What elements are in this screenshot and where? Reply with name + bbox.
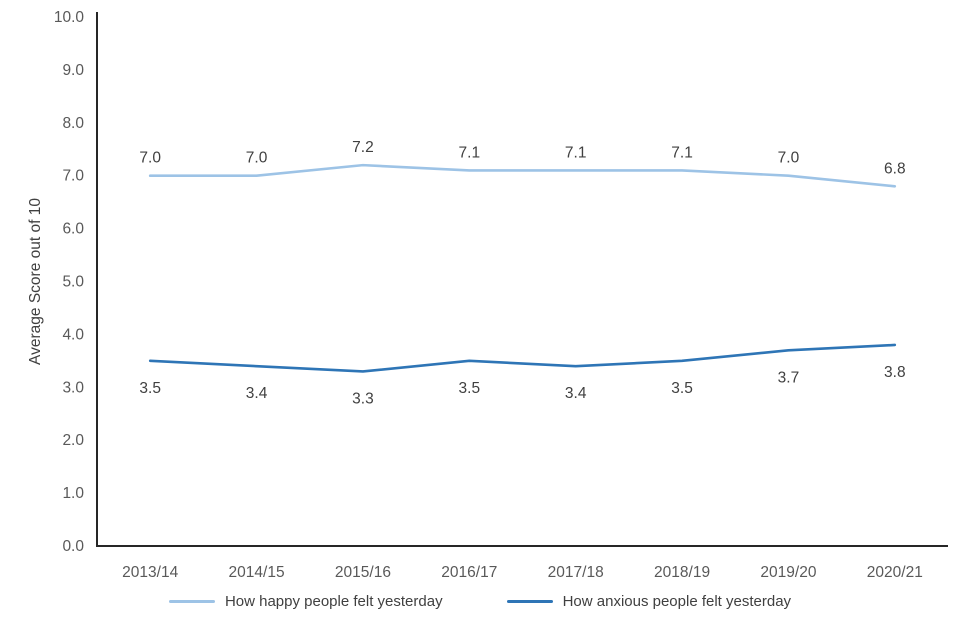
data-label-anxious: 3.7 <box>778 369 800 386</box>
chart-canvas: 0.0 1.0 2.0 3.0 4.0 5.0 6.0 7.0 8.0 9.0 10.0 2013/1… <box>27 9 948 581</box>
x-axis-tick-label: 2016/17 <box>441 564 497 581</box>
x-axis-tick-label: 2015/16 <box>335 564 391 581</box>
y-axis-tick-label: 10.0 <box>54 9 85 26</box>
y-axis-title: Average Score out of 10 <box>27 198 44 365</box>
data-label-anxious: 3.5 <box>139 380 161 397</box>
legend-swatch-anxious <box>506 600 553 603</box>
x-axis-tick-label: 2019/20 <box>760 564 816 581</box>
y-axis-tick-label: 2.0 <box>62 432 84 449</box>
x-axis-tick-label: 2020/21 <box>867 564 923 581</box>
legend-label-anxious: How anxious people felt yesterday <box>562 593 792 610</box>
y-axis-tick-label: 3.0 <box>62 379 84 396</box>
x-axis-tick-label: 2018/19 <box>654 564 710 581</box>
y-axis-tick-label: 5.0 <box>62 274 84 291</box>
legend-label-happy: How happy people felt yesterday <box>224 593 443 610</box>
data-label-anxious: 3.4 <box>246 385 268 402</box>
data-label-happy: 7.0 <box>246 150 268 167</box>
legend-swatch-happy <box>168 600 215 603</box>
data-label-happy: 6.8 <box>884 160 906 177</box>
x-axis-tick-label: 2017/18 <box>548 564 604 581</box>
y-axis-tick-label: 8.0 <box>62 115 84 132</box>
series-line-happy <box>148 163 897 188</box>
data-label-happy: 7.1 <box>671 144 693 161</box>
legend-item-anxious: How anxious people felt yesterday <box>506 593 792 610</box>
chart-legend: How happy people felt yesterday How anxi… <box>0 593 960 610</box>
y-axis-tick-label: 9.0 <box>62 62 84 79</box>
data-label-happy: 7.2 <box>352 139 374 156</box>
data-label-anxious: 3.8 <box>884 364 906 381</box>
data-label-happy: 7.1 <box>459 144 481 161</box>
y-axis-tick-label: 7.0 <box>62 168 84 185</box>
series-line-anxious <box>148 343 897 373</box>
x-axis-tick-label: 2013/14 <box>122 564 178 581</box>
y-axis-tick-label: 0.0 <box>62 538 84 555</box>
data-label-anxious: 3.5 <box>671 380 693 397</box>
data-label-anxious: 3.5 <box>459 380 481 397</box>
data-label-happy: 7.1 <box>565 144 587 161</box>
data-label-anxious: 3.4 <box>565 385 587 402</box>
y-axis-tick-label: 6.0 <box>62 221 84 238</box>
data-label-happy: 7.0 <box>139 150 161 167</box>
y-axis-tick-label: 4.0 <box>62 326 84 343</box>
legend-item-happy: How happy people felt yesterday <box>168 593 443 610</box>
y-axis-tick-label: 1.0 <box>62 485 84 502</box>
x-axis-tick-label: 2014/15 <box>229 564 285 581</box>
data-label-anxious: 3.3 <box>352 390 374 407</box>
data-label-happy: 7.0 <box>778 150 800 167</box>
line-chart: 0.0 1.0 2.0 3.0 4.0 5.0 6.0 7.0 8.0 9.0 10.0 2013/1… <box>0 9 960 610</box>
